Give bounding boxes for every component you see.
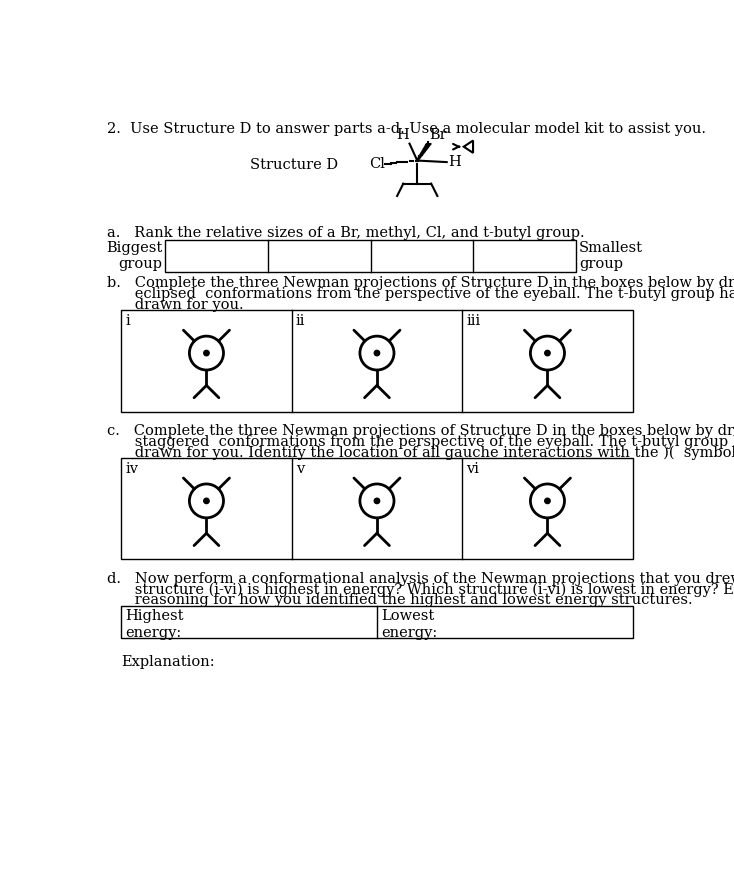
Text: Highest
energy:: Highest energy: — [125, 610, 184, 639]
Circle shape — [360, 484, 394, 518]
Circle shape — [545, 498, 550, 504]
Text: ii: ii — [296, 314, 305, 328]
Text: Smallest
group: Smallest group — [579, 241, 643, 272]
Text: structure (i-vi) is highest in energy? Which structure (i-vi) is lowest in energ: structure (i-vi) is highest in energy? W… — [107, 583, 734, 597]
Text: Biggest
group: Biggest group — [106, 241, 162, 272]
Text: Cl: Cl — [370, 157, 385, 171]
Text: drawn for you. Identify the location of all gauche interactions with the )(  sym: drawn for you. Identify the location of … — [107, 446, 734, 460]
Text: Br: Br — [429, 128, 447, 142]
Circle shape — [374, 350, 379, 356]
Bar — [121, 605, 633, 638]
Text: d.   Now perform a conformational analysis of the Newman projections that you dr: d. Now perform a conformational analysis… — [107, 572, 734, 586]
Text: Structure D: Structure D — [250, 159, 338, 173]
Circle shape — [531, 484, 564, 518]
Text: H: H — [396, 128, 409, 142]
Text: b.   Complete the three Newman projections of Structure D in the boxes below by : b. Complete the three Newman projections… — [107, 276, 734, 290]
Circle shape — [189, 336, 223, 370]
Text: H: H — [448, 155, 461, 169]
Circle shape — [374, 498, 379, 504]
Text: c.   Complete the three Newman projections of Structure D in the boxes below by : c. Complete the three Newman projections… — [107, 424, 734, 438]
Bar — [121, 310, 633, 412]
Text: 2.  Use Structure D to answer parts a-d. Use a molecular model kit to assist you: 2. Use Structure D to answer parts a-d. … — [107, 122, 706, 136]
Text: drawn for you.: drawn for you. — [107, 298, 244, 312]
Text: iv: iv — [125, 462, 138, 476]
Text: i: i — [125, 314, 130, 328]
Text: staggered  conformations from the perspective of the eyeball. The t-butyl group : staggered conformations from the perspec… — [107, 434, 734, 449]
Text: iii: iii — [466, 314, 480, 328]
Circle shape — [360, 336, 394, 370]
Circle shape — [204, 498, 209, 504]
Circle shape — [189, 484, 223, 518]
Text: a.   Rank the relative sizes of a Br, methyl, Cl, and t-butyl group.: a. Rank the relative sizes of a Br, meth… — [107, 226, 585, 240]
Text: v: v — [296, 462, 304, 476]
Circle shape — [545, 350, 550, 356]
Text: eclipsed  conformations from the perspective of the eyeball. The t-butyl group h: eclipsed conformations from the perspect… — [107, 286, 734, 300]
Text: Lowest
energy:: Lowest energy: — [381, 610, 437, 639]
Text: Explanation:: Explanation: — [121, 655, 215, 669]
Circle shape — [531, 336, 564, 370]
Polygon shape — [416, 144, 431, 160]
Circle shape — [204, 350, 209, 356]
Text: reasoning for how you identified the highest and lowest energy structures.: reasoning for how you identified the hig… — [107, 593, 693, 607]
Bar — [121, 458, 633, 560]
Bar — [165, 240, 576, 272]
Text: vi: vi — [466, 462, 479, 476]
Polygon shape — [464, 140, 473, 152]
